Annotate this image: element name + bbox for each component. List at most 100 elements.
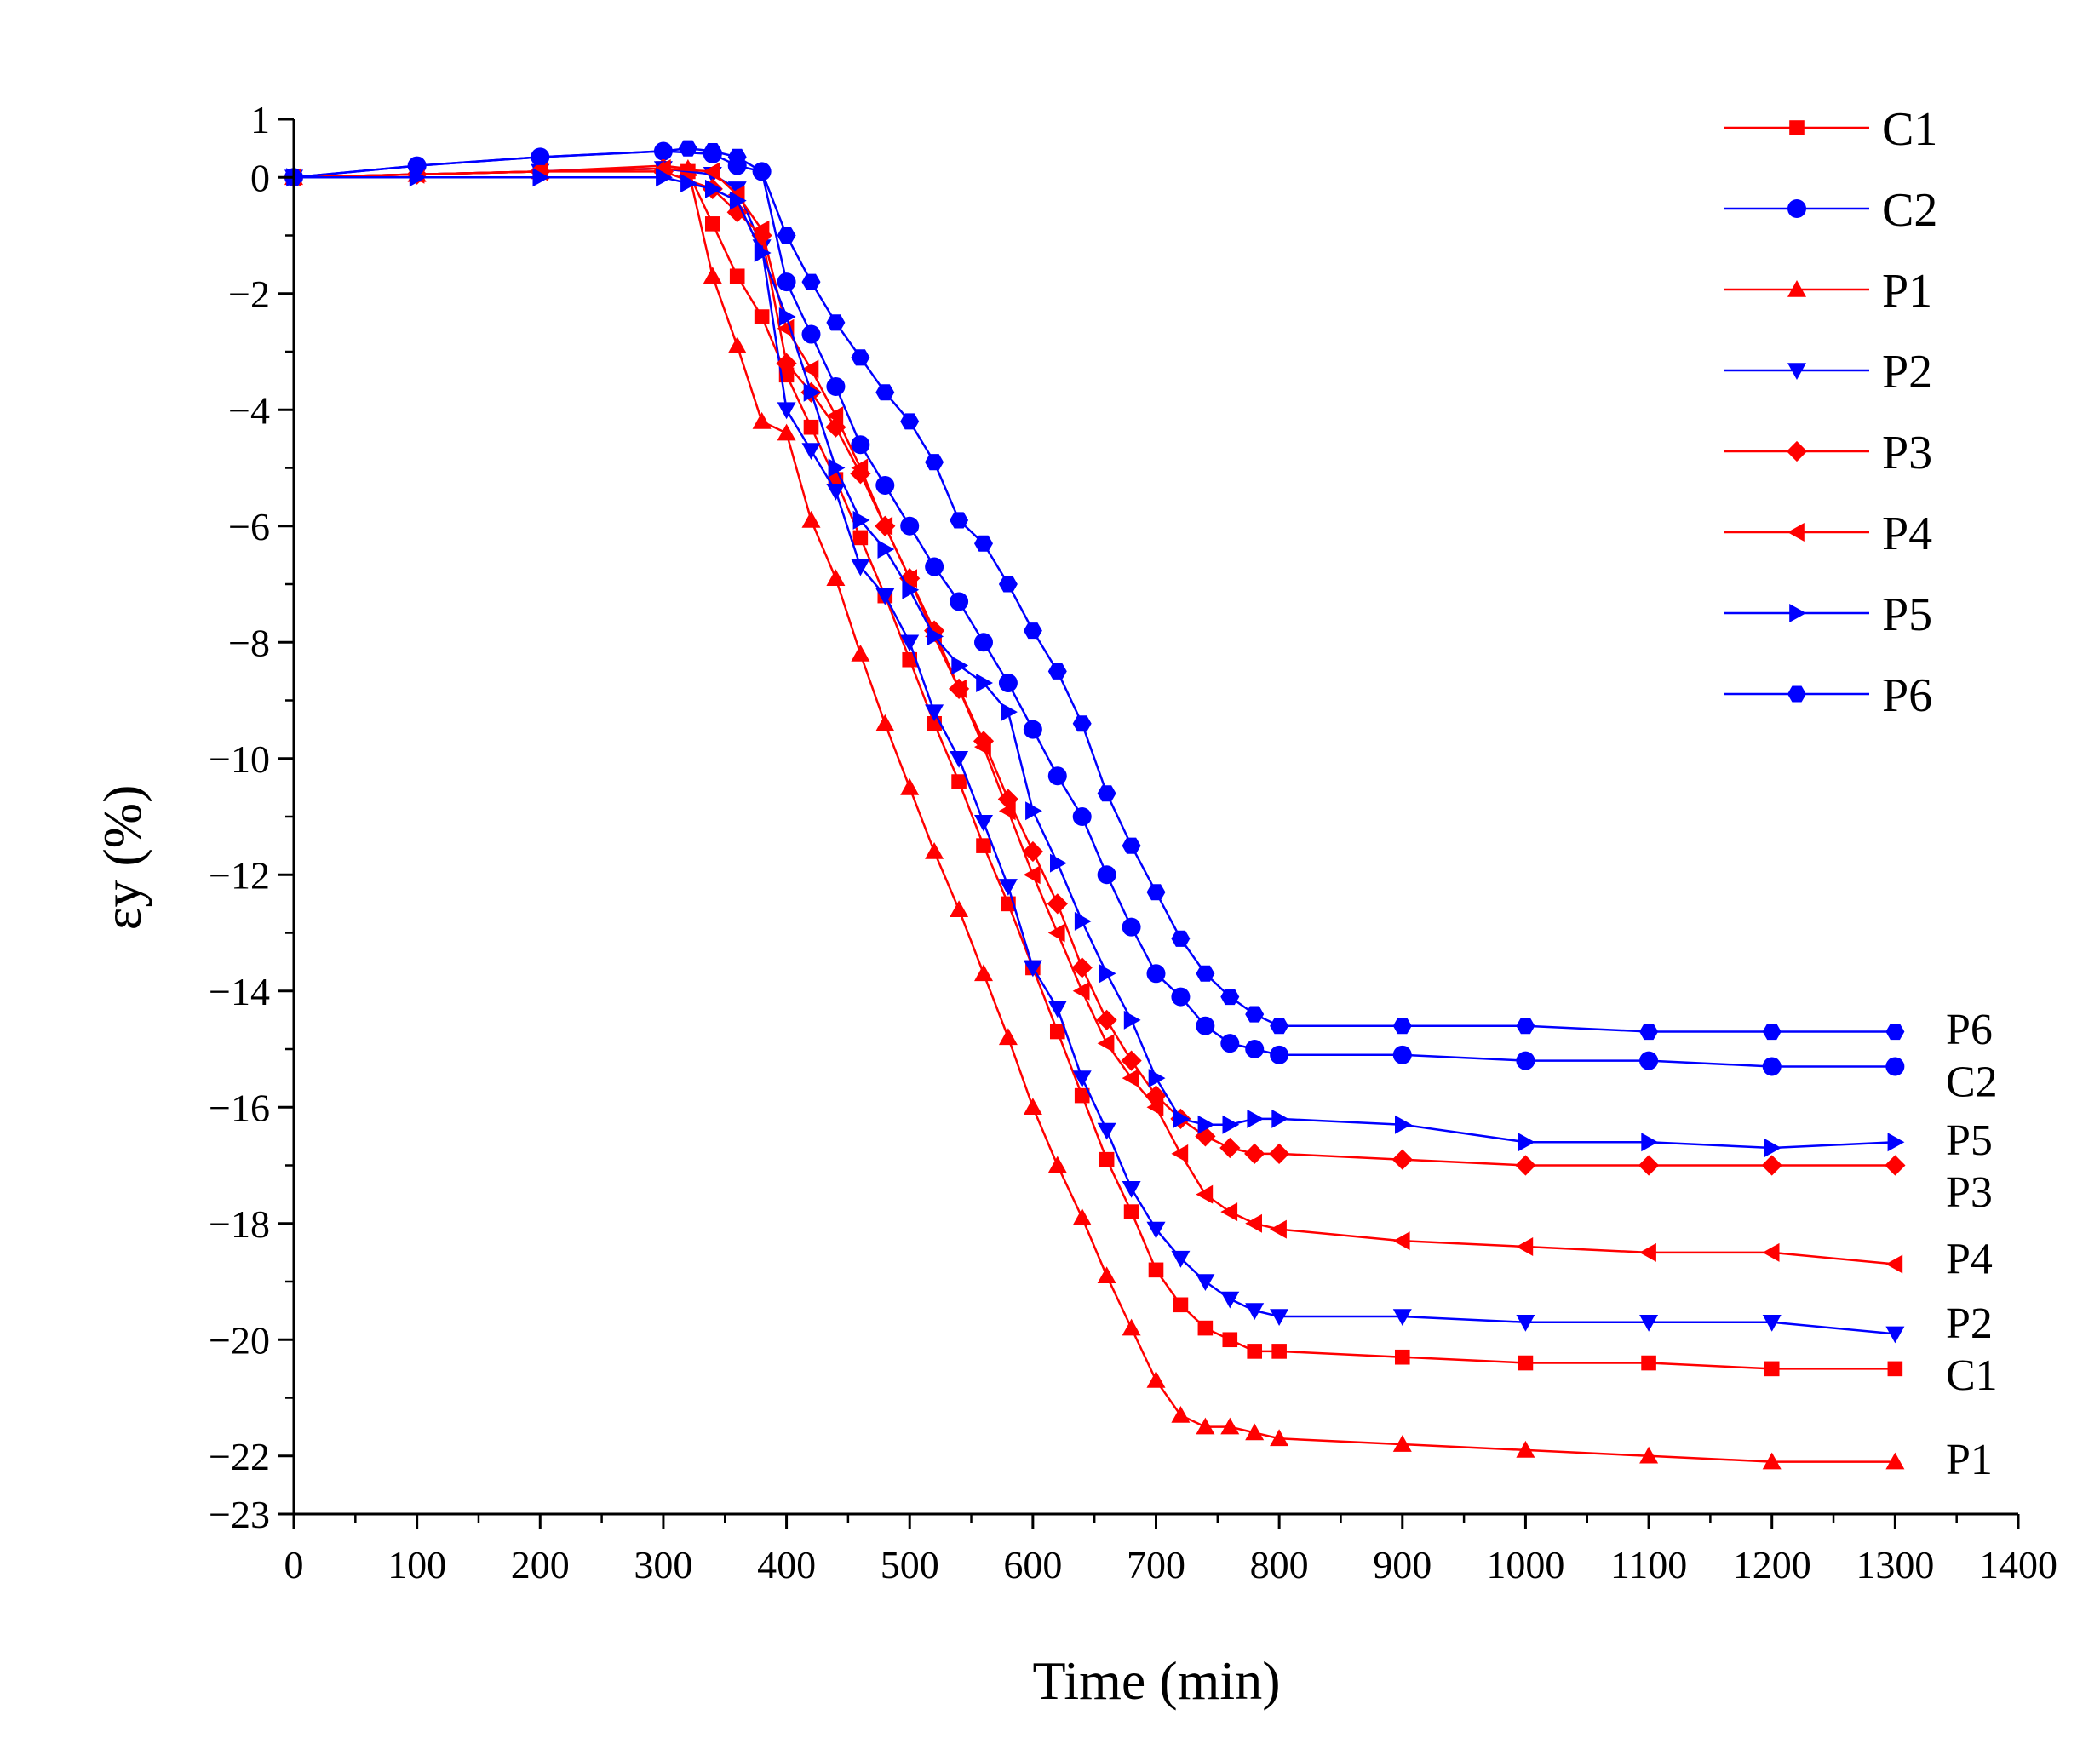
point-C2-11 xyxy=(875,475,895,495)
point-C1-33 xyxy=(1887,1361,1903,1377)
x-tick-label-1000: 1000 xyxy=(1486,1543,1564,1586)
point-P1-10 xyxy=(826,569,846,586)
point-P6-11 xyxy=(851,349,870,366)
point-P2-10 xyxy=(851,559,870,576)
point-C2-9 xyxy=(826,376,846,396)
point-P6-23 xyxy=(1146,884,1166,901)
point-P4-28 xyxy=(1392,1231,1410,1251)
point-P3-29 xyxy=(1515,1155,1536,1176)
point-P6-24 xyxy=(1171,930,1191,947)
point-C2-31 xyxy=(1762,1057,1782,1076)
point-P5-12 xyxy=(877,540,895,559)
point-P1-11 xyxy=(851,644,870,662)
legend-entry-P6: P6 xyxy=(1724,669,1932,722)
point-P2-32 xyxy=(1885,1326,1905,1344)
point-C1-24 xyxy=(1173,1297,1189,1313)
point-P4-4 xyxy=(703,162,720,181)
point-P6-17 xyxy=(998,576,1018,593)
point-C2-13 xyxy=(925,557,944,576)
point-P5-7 xyxy=(754,244,772,262)
point-P1-9 xyxy=(801,510,821,528)
point-C1-32 xyxy=(1764,1361,1780,1377)
point-P5-25 xyxy=(1197,1115,1215,1134)
series-P1 xyxy=(284,156,1905,1470)
point-P3-21 xyxy=(1121,1050,1142,1071)
point-P3-27 xyxy=(1269,1143,1290,1164)
end-label-P6: P6 xyxy=(1946,1006,1993,1054)
legend-entry-P2: P2 xyxy=(1724,346,1932,399)
y-tick-label--8: −8 xyxy=(228,621,270,664)
series-line-P2 xyxy=(293,167,1896,1335)
point-C2-22 xyxy=(1146,964,1166,984)
point-P6-5 xyxy=(703,143,722,160)
point-P1-23 xyxy=(1146,1371,1166,1388)
point-P5-5 xyxy=(705,179,722,198)
point-P5-28 xyxy=(1271,1109,1289,1128)
point-C1-7 xyxy=(754,309,770,324)
end-label-P4: P4 xyxy=(1946,1236,1993,1284)
legend-label-P3: P3 xyxy=(1882,427,1932,479)
point-P6-26 xyxy=(1220,989,1240,1006)
point-C2-18 xyxy=(1047,766,1067,786)
series-line-C2 xyxy=(293,150,1896,1068)
point-P6-28 xyxy=(1270,1018,1289,1035)
point-P1-19 xyxy=(1047,1156,1067,1173)
point-P1-16 xyxy=(974,964,993,982)
x-tick-label-1100: 1100 xyxy=(1610,1543,1687,1586)
point-P6-15 xyxy=(950,512,969,529)
y-tick-label--22: −22 xyxy=(209,1435,270,1478)
point-C2-27 xyxy=(1270,1045,1289,1064)
point-C1-11 xyxy=(852,530,869,546)
x-tick-label-1400: 1400 xyxy=(1979,1543,2057,1586)
y-tick-label-0: 0 xyxy=(250,156,270,199)
point-P2-19 xyxy=(1072,1070,1092,1088)
legend-label-P2: P2 xyxy=(1882,346,1932,399)
point-P4-20 xyxy=(1097,1034,1115,1053)
point-P6-8 xyxy=(777,227,796,244)
point-P2-12 xyxy=(900,634,920,652)
point-C1-20 xyxy=(1074,1087,1090,1104)
series-line-P4 xyxy=(293,167,1896,1265)
point-P6-25 xyxy=(1196,965,1215,982)
point-P5-24 xyxy=(1173,1109,1191,1128)
point-P4-6 xyxy=(752,220,770,239)
point-C2-16 xyxy=(998,674,1018,693)
series-C1 xyxy=(286,161,1903,1377)
legend-label-P5: P5 xyxy=(1882,588,1932,641)
point-C1-16 xyxy=(976,838,991,853)
point-P6-31 xyxy=(1639,1024,1659,1041)
point-P5-20 xyxy=(1074,911,1092,931)
point-P4-32 xyxy=(1885,1254,1903,1274)
axes-layer: 0 100 200 300 400 500 600 700 800 900 1000 1100 1200… xyxy=(209,98,2057,1586)
legend-marker-C2 xyxy=(1787,199,1806,218)
point-C2-26 xyxy=(1245,1040,1265,1058)
point-P5-27 xyxy=(1247,1109,1265,1128)
point-C2-8 xyxy=(801,324,821,344)
point-C2-7 xyxy=(777,272,796,292)
point-P2-25 xyxy=(1220,1291,1240,1309)
point-P6-21 xyxy=(1097,785,1116,802)
point-P5-10 xyxy=(828,458,846,478)
x-tick-label-900: 900 xyxy=(1373,1543,1432,1586)
point-P2-15 xyxy=(974,815,993,832)
point-P3-31 xyxy=(1761,1155,1782,1176)
point-P1-20 xyxy=(1072,1207,1092,1225)
series-layer xyxy=(283,140,1906,1470)
legend-marker-P2 xyxy=(1787,363,1806,380)
legend-entry-P1: P1 xyxy=(1724,265,1932,318)
series-line-P1 xyxy=(293,164,1896,1463)
point-P1-15 xyxy=(950,900,969,917)
point-P5-23 xyxy=(1148,1069,1166,1088)
legend-label-P6: P6 xyxy=(1882,669,1932,722)
series-line-P5 xyxy=(294,176,1896,1150)
point-C2-25 xyxy=(1220,1034,1240,1053)
legend-marker-C1 xyxy=(1789,120,1805,135)
point-C1-15 xyxy=(951,774,967,789)
point-P2-20 xyxy=(1097,1122,1116,1140)
point-P2-27 xyxy=(1270,1309,1289,1326)
point-C2-14 xyxy=(950,592,969,611)
point-P4-3 xyxy=(653,159,671,178)
point-P6-1 xyxy=(407,158,427,175)
point-P2-16 xyxy=(998,879,1018,896)
point-P1-27 xyxy=(1245,1423,1265,1441)
